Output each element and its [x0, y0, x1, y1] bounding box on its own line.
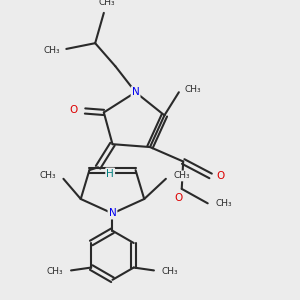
Text: O: O [175, 193, 183, 202]
Text: CH₃: CH₃ [39, 171, 56, 180]
Text: H: H [106, 169, 114, 178]
Text: CH₃: CH₃ [47, 267, 64, 276]
Text: CH₃: CH₃ [185, 85, 202, 94]
Text: CH₃: CH₃ [98, 0, 115, 7]
Text: N: N [109, 208, 116, 218]
Text: O: O [69, 105, 78, 115]
Text: O: O [217, 171, 225, 181]
Text: N: N [132, 87, 140, 97]
Text: CH₃: CH₃ [173, 171, 190, 180]
Text: CH₃: CH₃ [215, 199, 232, 208]
Text: CH₃: CH₃ [44, 46, 60, 55]
Text: CH₃: CH₃ [161, 267, 178, 276]
